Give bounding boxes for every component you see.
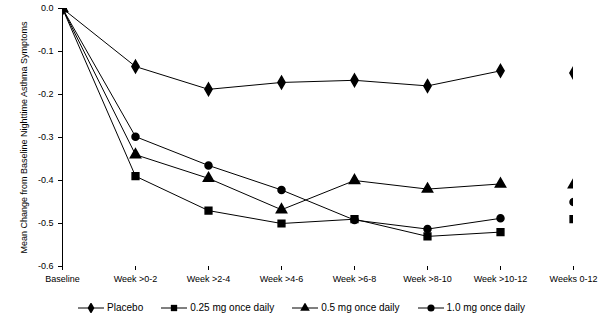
svg-text:Week >0-2: Week >0-2 [114, 274, 158, 284]
svg-text:Week >2-4: Week >2-4 [187, 274, 231, 284]
html-text:1.0 mg once daily: 1.0 mg once daily [446, 302, 525, 313]
html-text:0.5 mg once daily: 0.5 mg once daily [321, 302, 400, 313]
svg-text:-0.5: -0.5 [38, 218, 54, 228]
svg-text:-0.4: -0.4 [38, 175, 54, 185]
html-text:0.25 mg once daily: 0.25 mg once daily [190, 302, 275, 313]
svg-text:-0.2: -0.2 [38, 89, 54, 99]
svg-text:Week >8-10: Week >8-10 [403, 274, 452, 284]
svg-text:Weeks 0-12: Weeks 0-12 [550, 274, 598, 284]
svg-text:-0.1: -0.1 [38, 46, 54, 56]
svg-text:0.0: 0.0 [41, 3, 54, 13]
svg-text:Week >6-8: Week >6-8 [333, 274, 377, 284]
svg-text:Mean Change from Baseline Nigh: Mean Change from Baseline Nighttime Asth… [19, 21, 29, 254]
svg-text:Week >10-12: Week >10-12 [474, 274, 528, 284]
svg-text:Week >4-6: Week >4-6 [260, 274, 304, 284]
svg-text:-0.6: -0.6 [38, 261, 54, 271]
html-text:Placebo: Placebo [107, 302, 144, 313]
svg-text:Baseline: Baseline [45, 274, 80, 284]
svg-text:-0.3: -0.3 [38, 132, 54, 142]
